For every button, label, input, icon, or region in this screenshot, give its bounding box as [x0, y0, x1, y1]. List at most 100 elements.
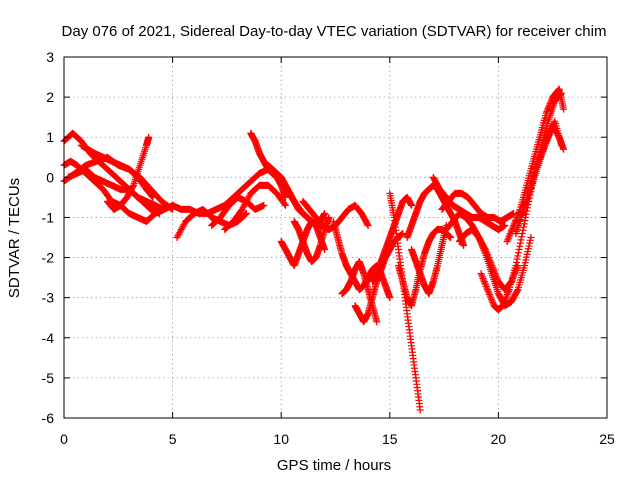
plus-marker: [260, 201, 268, 209]
series-sat-track-23: [408, 221, 450, 298]
plus-marker: [484, 286, 492, 294]
series-sat-track-11: [247, 129, 290, 201]
plus-marker: [516, 239, 524, 247]
plus-marker: [527, 234, 535, 241]
series-sat-track-14: [290, 213, 333, 266]
plus-marker: [504, 234, 512, 242]
plus-marker: [557, 90, 565, 98]
plus-marker: [544, 132, 552, 140]
plus-marker: [364, 221, 372, 229]
plus-marker: [482, 282, 490, 290]
plus-marker: [480, 246, 488, 254]
plus-marker: [476, 237, 484, 245]
data-points: [60, 85, 568, 414]
x-tick-label: 0: [60, 431, 68, 447]
y-tick-label: -3: [42, 290, 55, 306]
plus-marker: [516, 242, 524, 250]
series-sat-track-21: [394, 225, 455, 310]
plus-marker: [282, 201, 290, 209]
plus-marker: [373, 318, 381, 326]
plus-marker: [321, 209, 329, 217]
plus-marker: [488, 297, 496, 305]
y-tick-label: -6: [42, 410, 55, 426]
plus-marker: [363, 220, 371, 228]
plus-marker: [521, 201, 529, 209]
plus-marker: [242, 210, 250, 218]
plus-marker: [513, 255, 521, 263]
plus-marker: [145, 133, 153, 141]
y-tick-label: 3: [46, 49, 54, 65]
plus-marker: [501, 221, 509, 229]
series-sat-track-8: [173, 205, 250, 241]
plus-marker: [517, 212, 525, 220]
plus-marker: [481, 279, 489, 287]
x-tick-label: 25: [599, 431, 615, 447]
plot-frame: [63, 56, 608, 419]
plus-marker: [480, 276, 488, 284]
plus-marker: [503, 238, 511, 246]
plus-marker: [478, 273, 486, 281]
plus-marker: [505, 287, 513, 295]
y-tick-label: 2: [46, 89, 54, 105]
plus-marker: [242, 209, 250, 217]
y-tick-label: -1: [42, 209, 55, 225]
plus-marker: [475, 234, 483, 241]
plus-marker: [487, 295, 495, 303]
plus-marker: [489, 298, 497, 306]
plus-marker: [508, 225, 516, 233]
plus-marker: [505, 233, 513, 241]
plus-marker: [510, 209, 518, 217]
plus-marker: [543, 106, 551, 114]
plus-marker: [517, 236, 525, 244]
series-sat-track-12: [264, 161, 329, 229]
plus-marker: [560, 145, 568, 153]
plus-marker: [479, 274, 487, 282]
plus-marker: [281, 200, 289, 208]
plus-marker: [486, 292, 494, 300]
x-axis-label: GPS time / hours: [277, 457, 391, 474]
y-tick-label: -5: [42, 370, 55, 386]
plus-marker: [521, 217, 529, 225]
plus-marker: [522, 199, 530, 207]
plus-marker: [477, 240, 485, 248]
plus-marker: [477, 238, 485, 246]
plus-marker: [282, 193, 290, 201]
plus-marker: [501, 295, 509, 303]
plus-marker: [519, 226, 527, 234]
plus-marker: [460, 242, 468, 250]
x-tick-label: 5: [169, 431, 177, 447]
plus-marker: [519, 207, 527, 215]
plus-marker: [386, 294, 394, 302]
plus-marker: [504, 289, 512, 297]
plus-marker: [518, 209, 526, 217]
plus-marker: [508, 226, 516, 234]
series-sat-track-31: [516, 121, 568, 221]
series-sat-track-25: [438, 189, 518, 225]
plus-marker: [542, 137, 550, 145]
plus-marker: [517, 210, 525, 218]
plus-marker: [156, 209, 164, 217]
plus-marker: [476, 235, 484, 243]
plus-marker: [503, 290, 511, 298]
plus-marker: [501, 297, 509, 305]
tick-labels: 0 5 10 15 20 25 -6 -5 -4 -3 -2 -1 0 1 2 3: [42, 49, 615, 447]
plus-marker: [503, 292, 511, 300]
plus-marker: [504, 236, 512, 244]
plus-marker: [481, 248, 489, 256]
plus-marker: [148, 193, 156, 201]
x-tick-label: 20: [491, 431, 507, 447]
plus-marker: [518, 233, 526, 241]
plus-marker: [545, 129, 553, 137]
plus-marker: [478, 271, 486, 279]
plus-marker: [416, 406, 424, 414]
plus-marker: [543, 136, 551, 144]
series-sat-track-9: [208, 193, 268, 229]
series-sat-track-6: [103, 133, 153, 213]
plus-marker: [148, 192, 156, 200]
plus-marker: [518, 229, 526, 237]
plus-marker: [512, 258, 520, 266]
plus-marker: [512, 262, 520, 270]
plus-marker: [499, 300, 507, 308]
chart-title: Day 076 of 2021, Sidereal Day-to-day VTE…: [62, 23, 607, 40]
